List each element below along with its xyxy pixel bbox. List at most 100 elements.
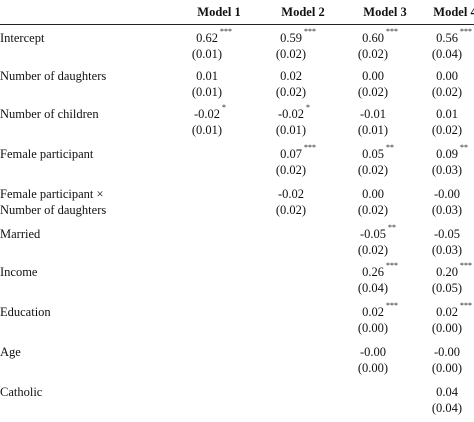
- standard-error: (0.05): [431, 281, 463, 295]
- table-row: Age -0.00 (0.00) -0.00 (0.00): [0, 344, 474, 382]
- standard-error: (0.00): [357, 321, 389, 335]
- coefficient-number: 0.00: [362, 69, 384, 83]
- coefficient-number: 0.01: [436, 107, 458, 121]
- row-label: Number of daughters: [0, 68, 170, 84]
- standard-error: (0.02): [275, 47, 307, 61]
- coefficient-value: 0.00: [336, 68, 410, 84]
- row-label-line: Number of daughters: [0, 69, 107, 83]
- header-model-2: Model 2: [281, 5, 325, 19]
- coefficient-number: -0.05: [359, 227, 387, 241]
- row-label-line: Number of daughters: [0, 203, 107, 217]
- standard-error: (0.01): [191, 47, 223, 61]
- coefficient-number: 0.00: [362, 187, 384, 201]
- coefficient-number: 0.04: [436, 385, 458, 399]
- header-model-3: Model 3: [363, 5, 407, 19]
- coefficient-cell: 0.56 *** (0.04): [410, 27, 474, 62]
- standard-error: (0.01): [275, 123, 307, 137]
- coefficient-value: 0.20 ***: [410, 262, 474, 280]
- coefficient-value: 0.00: [410, 68, 474, 84]
- row-label-line: Married: [0, 227, 41, 241]
- coefficient-value: -0.01: [336, 106, 410, 122]
- standard-error: (0.01): [191, 85, 223, 99]
- coefficient-number: -0.00: [433, 345, 461, 359]
- coefficient-number: 0.62: [196, 31, 218, 45]
- significance-stars: ***: [385, 261, 398, 270]
- coefficient-cell: 0.01 (0.01): [170, 68, 244, 100]
- coefficient-number: -0.01: [359, 107, 387, 121]
- coefficient-cell: -0.05 ** (0.02): [336, 223, 410, 258]
- row-label-line: Female participant: [0, 147, 94, 161]
- coefficient-cell: 0.05 ** (0.02): [336, 143, 410, 178]
- coefficient-number: 0.02: [280, 69, 302, 83]
- coefficient-cell: 0.02 (0.02): [254, 68, 328, 100]
- coefficient-number: 0.00: [436, 69, 458, 83]
- coefficient-cell: -0.00 (0.00): [336, 344, 410, 376]
- standard-error: (0.03): [431, 203, 463, 217]
- standard-error: (0.02): [357, 163, 389, 177]
- coefficient-value: 0.01: [410, 106, 474, 122]
- significance-stars: ***: [459, 27, 472, 36]
- significance-stars: **: [459, 143, 468, 152]
- coefficient-cell: -0.02 * (0.01): [254, 104, 328, 138]
- significance-stars: ***: [219, 27, 232, 36]
- coefficient-value: 0.02 ***: [410, 301, 474, 320]
- coefficient-value: 0.59 ***: [254, 28, 328, 46]
- standard-error: (0.02): [357, 243, 389, 257]
- row-label: Female participant: [0, 146, 170, 162]
- coefficient-value: 0.02 ***: [336, 301, 410, 320]
- row-label-line: Age: [0, 345, 21, 359]
- coefficient-number: -0.00: [359, 345, 387, 359]
- coefficient-number: 0.02: [362, 305, 384, 319]
- coefficient-value: 0.62 ***: [170, 27, 244, 46]
- coefficient-number: 0.60: [362, 31, 384, 45]
- row-label-line: Income: [0, 265, 38, 279]
- significance-stars: ***: [459, 301, 472, 310]
- coefficient-cell: -0.02 * (0.01): [170, 103, 244, 138]
- standard-error: (0.02): [357, 203, 389, 217]
- coefficient-number: 0.09: [436, 147, 458, 161]
- coefficient-number: 0.59: [280, 31, 302, 45]
- row-label-line: Female participant ×: [0, 187, 104, 201]
- row-label: Number of children: [0, 106, 170, 122]
- coefficient-number: -0.00: [433, 187, 461, 201]
- coefficient-value: -0.05: [410, 226, 474, 242]
- standard-error: (0.02): [431, 123, 463, 137]
- row-label-line: Intercept: [0, 31, 45, 45]
- coefficient-number: 0.07: [280, 147, 302, 161]
- coefficient-value: -0.00: [410, 186, 474, 202]
- coefficient-value: 0.02: [254, 68, 328, 84]
- standard-error: (0.00): [357, 361, 389, 375]
- coefficient-number: -0.05: [433, 227, 461, 241]
- coefficient-value: 0.00: [336, 186, 410, 202]
- coefficient-value: 0.09 **: [410, 143, 474, 162]
- coefficient-cell: 0.62 *** (0.01): [170, 27, 244, 62]
- table-row: Female participant 0.07 *** (0.02) 0.05 ** (0.…: [0, 143, 474, 184]
- coefficient-cell: -0.02 (0.02): [254, 186, 328, 218]
- coefficient-cell: 0.01 (0.02): [410, 106, 474, 138]
- coefficient-cell: -0.00 (0.03): [410, 186, 474, 218]
- coefficient-number: -0.02: [277, 107, 305, 121]
- significance-stars: **: [388, 223, 397, 232]
- standard-error: (0.00): [431, 361, 463, 375]
- significance-stars: *: [222, 103, 227, 112]
- header-rule: [0, 24, 474, 25]
- coefficient-number: 0.26: [362, 265, 384, 279]
- coefficient-value: -0.02 *: [254, 104, 328, 122]
- standard-error: (0.01): [357, 123, 389, 137]
- coefficient-value: -0.00: [336, 344, 410, 360]
- coefficient-cell: 0.00 (0.02): [336, 186, 410, 218]
- header-model-4: Model 4: [433, 5, 474, 19]
- coefficient-number: 0.01: [196, 69, 218, 83]
- coefficient-cell: 0.00 (0.02): [410, 68, 474, 100]
- significance-stars: ***: [385, 301, 398, 310]
- coefficient-value: -0.02 *: [170, 103, 244, 122]
- standard-error: (0.02): [357, 47, 389, 61]
- coefficient-cell: 0.00 (0.02): [336, 68, 410, 100]
- row-label-line: Catholic: [0, 385, 43, 399]
- standard-error: (0.04): [431, 47, 463, 61]
- table-row: Income 0.26 *** (0.04) 0.20 *** (0.05): [0, 261, 474, 302]
- coefficient-value: 0.05 **: [336, 143, 410, 162]
- coefficient-number: 0.02: [436, 305, 458, 319]
- table-row: Catholic 0.04 (0.04): [0, 384, 474, 422]
- significance-stars: **: [385, 143, 394, 152]
